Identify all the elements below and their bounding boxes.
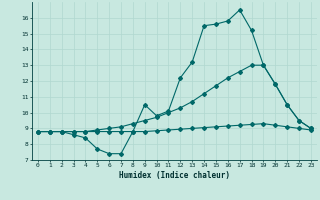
X-axis label: Humidex (Indice chaleur): Humidex (Indice chaleur) (119, 171, 230, 180)
